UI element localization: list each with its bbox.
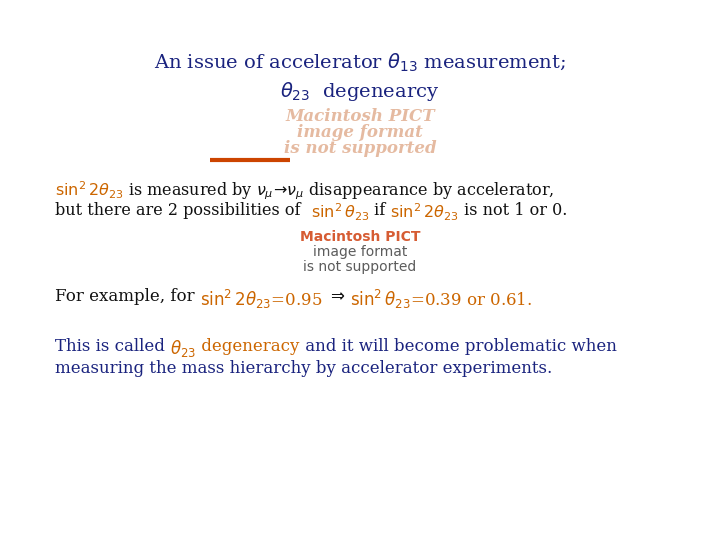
Text: if: if <box>369 202 390 219</box>
Text: measuring the mass hierarchy by accelerator experiments.: measuring the mass hierarchy by accelera… <box>55 360 552 377</box>
Text: but there are 2 possibilities of: but there are 2 possibilities of <box>55 202 311 219</box>
Text: image format: image format <box>312 245 408 259</box>
Text: is measured by $\nu_{\mu}\!\rightarrow\!\nu_{\mu}$ disappearance by accelerator,: is measured by $\nu_{\mu}\!\rightarrow\!… <box>123 180 555 201</box>
Text: $\sin^22\theta_{23}$=0.95: $\sin^22\theta_{23}$=0.95 <box>200 288 322 311</box>
Text: $\Rightarrow$: $\Rightarrow$ <box>322 288 350 305</box>
Text: is not supported: is not supported <box>284 140 436 157</box>
Text: This is called: This is called <box>55 338 170 355</box>
Text: image format: image format <box>297 124 423 141</box>
Text: Macintosh PICT: Macintosh PICT <box>285 108 435 125</box>
Text: An issue of accelerator $\theta_{13}$ measurement;: An issue of accelerator $\theta_{13}$ me… <box>154 52 566 75</box>
Text: For example, for: For example, for <box>55 288 200 305</box>
Text: is not supported: is not supported <box>303 260 417 274</box>
Text: $\sin^22\theta_{23}$: $\sin^22\theta_{23}$ <box>55 180 123 201</box>
Text: $\sin^2\theta_{23}$: $\sin^2\theta_{23}$ <box>311 202 369 224</box>
Text: $\theta_{23}$: $\theta_{23}$ <box>170 338 196 359</box>
Text: Macintosh PICT: Macintosh PICT <box>300 230 420 244</box>
Text: and it will become problematic when: and it will become problematic when <box>300 338 616 355</box>
Text: degeneracy: degeneracy <box>196 338 300 355</box>
Text: $\theta_{23}$  degenearcy: $\theta_{23}$ degenearcy <box>280 80 440 103</box>
Text: is not 1 or 0.: is not 1 or 0. <box>459 202 567 219</box>
Text: $\sin^2\theta_{23}$=0.39 or 0.61.: $\sin^2\theta_{23}$=0.39 or 0.61. <box>350 288 532 311</box>
Text: $\sin^22\theta_{23}$: $\sin^22\theta_{23}$ <box>390 202 459 224</box>
